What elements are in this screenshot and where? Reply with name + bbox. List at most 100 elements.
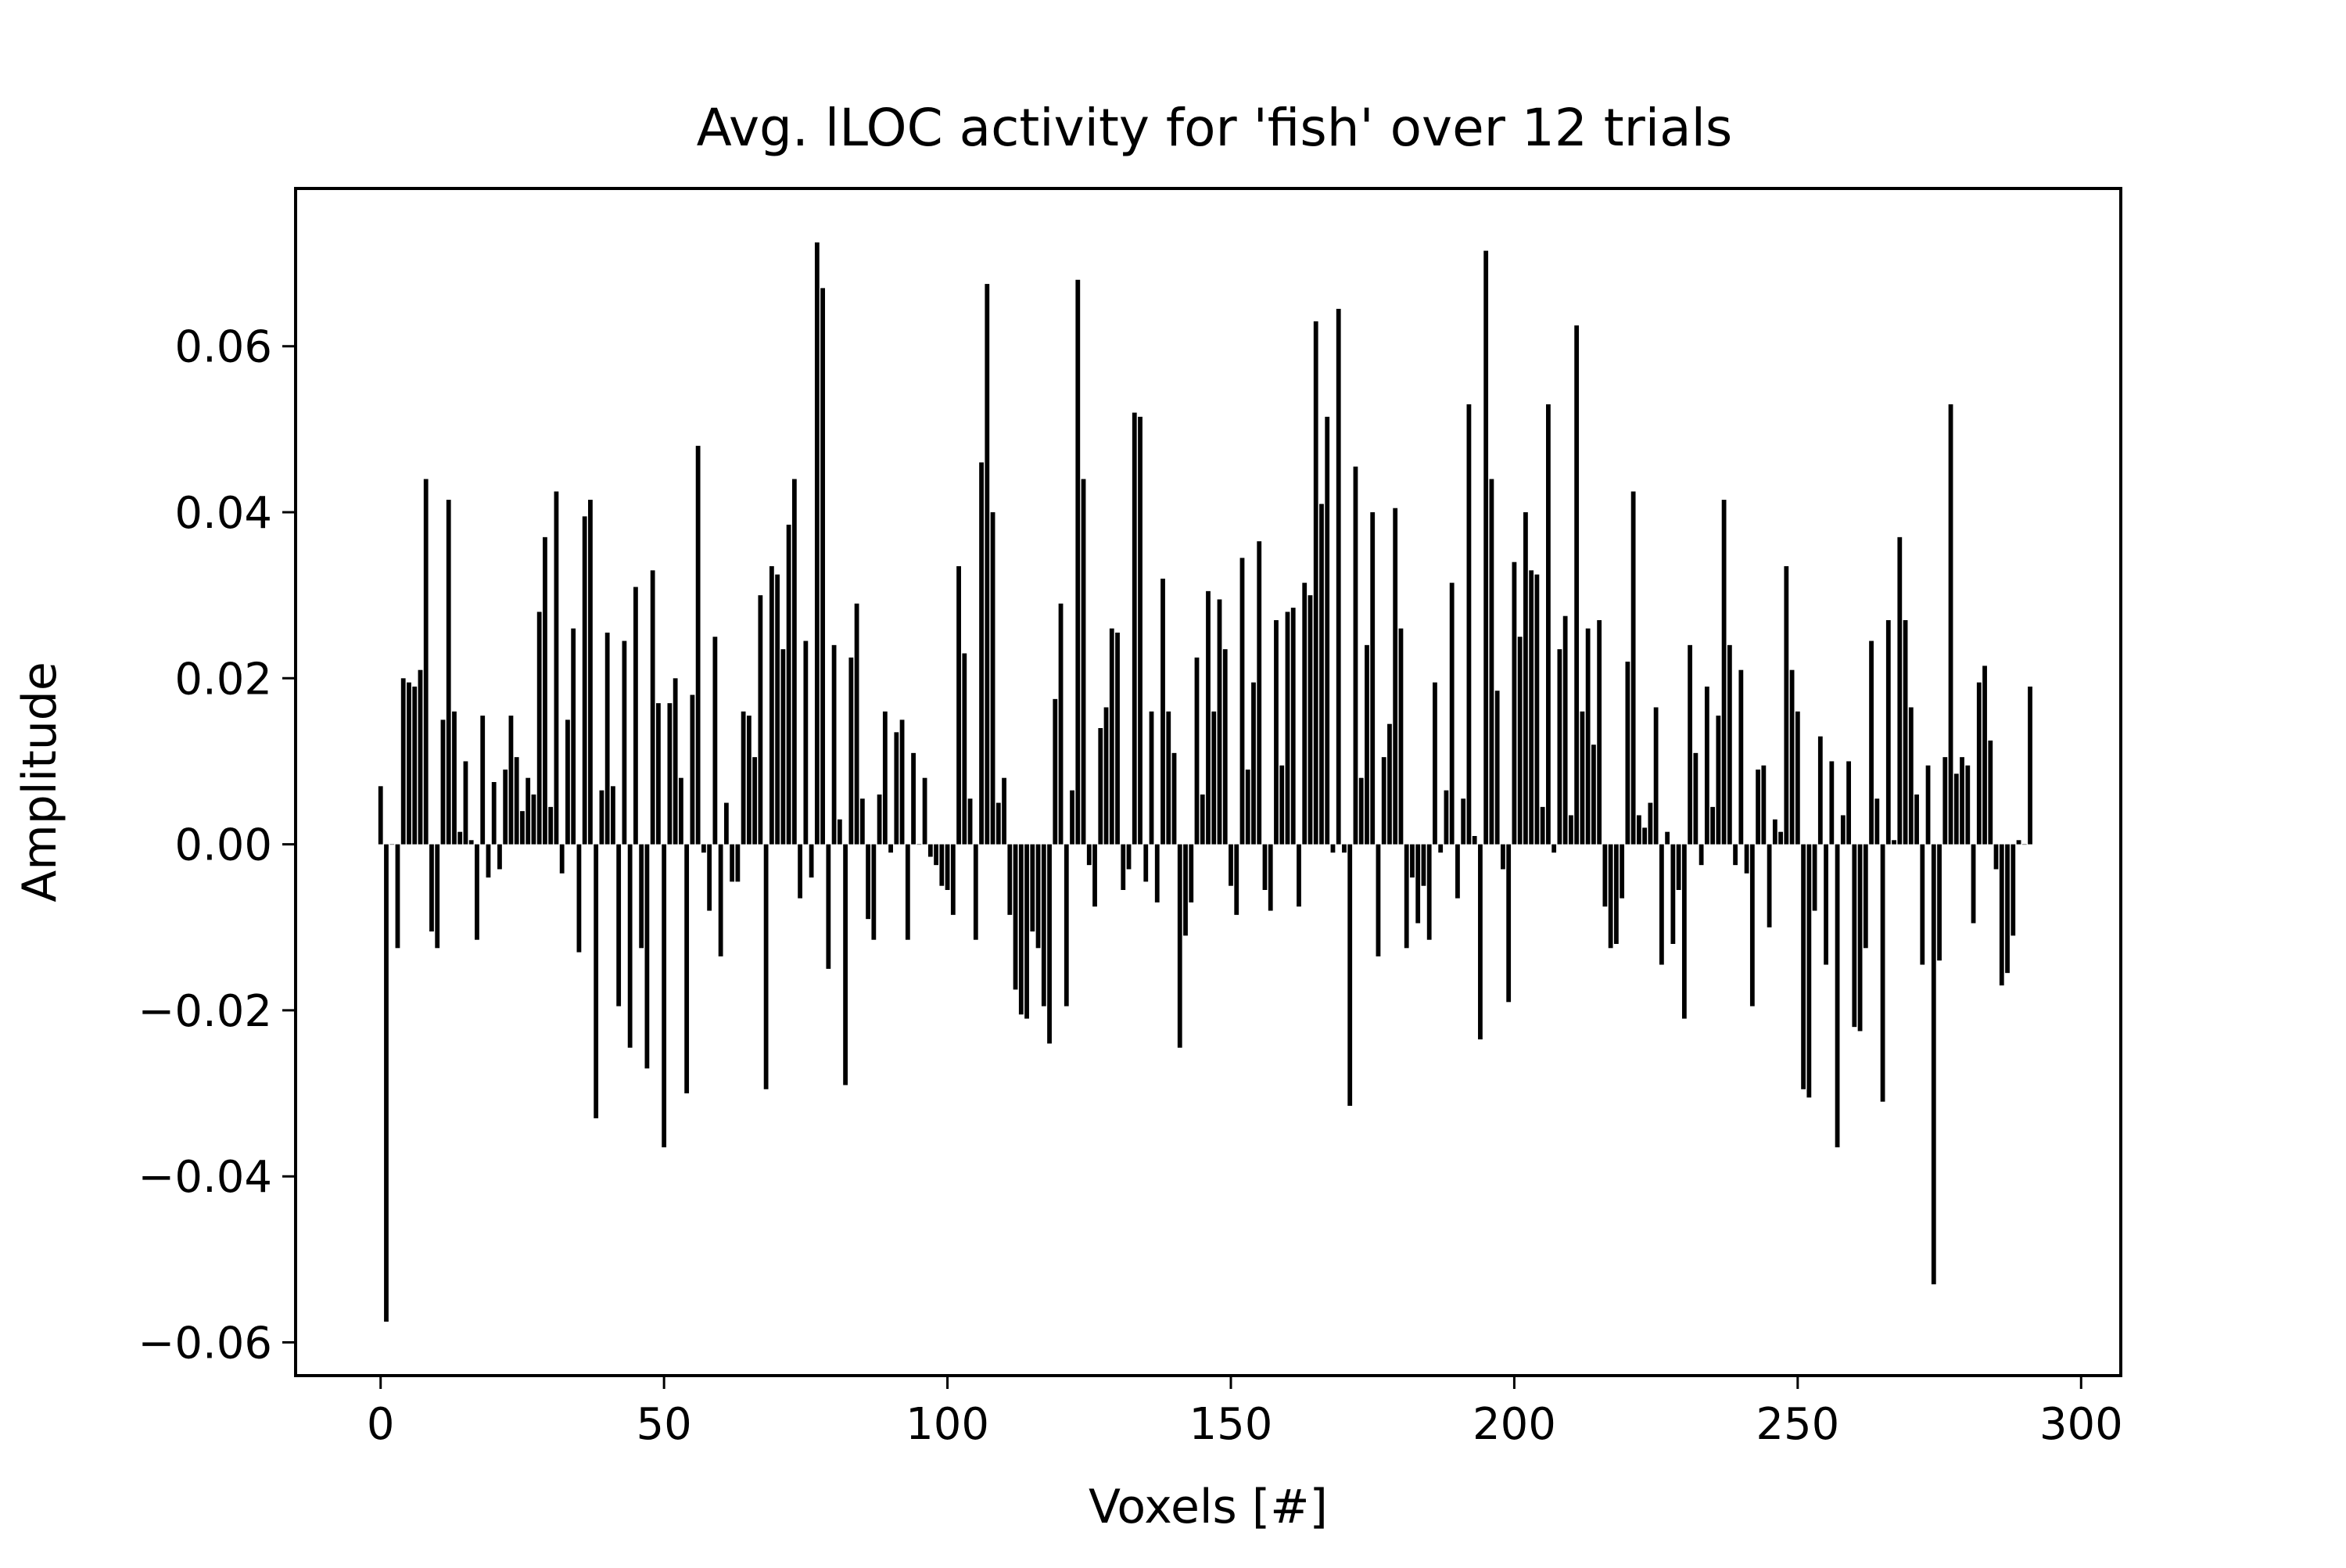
- bar-voxel-213: [1585, 628, 1591, 845]
- bar-voxel-148: [1217, 599, 1222, 845]
- bar-voxel-261: [1857, 844, 1863, 1032]
- bar-voxel-112: [1013, 844, 1018, 990]
- bar-voxel-207: [1551, 844, 1557, 853]
- bar-voxel-212: [1580, 711, 1585, 845]
- bar-voxel-110: [1002, 777, 1006, 845]
- bar-voxel-258: [1840, 815, 1846, 845]
- bar-voxel-173: [1358, 777, 1364, 845]
- bar-voxel-136: [1149, 711, 1154, 845]
- bar-voxel-36: [582, 516, 587, 845]
- bar-voxel-12: [446, 500, 451, 845]
- bar-voxel-203: [1529, 570, 1534, 845]
- bar-voxel-278: [1953, 773, 1959, 845]
- bar-voxel-216: [1602, 844, 1608, 907]
- bar-voxel-167: [1325, 416, 1330, 845]
- bar-voxel-164: [1308, 595, 1313, 845]
- bar-voxel-108: [990, 512, 995, 845]
- y-tick-label: 0.06: [174, 322, 272, 373]
- bar-voxel-76: [809, 844, 814, 878]
- bar-voxel-237: [1721, 500, 1727, 845]
- bar-voxel-32: [559, 844, 565, 874]
- bar-voxel-117: [1041, 844, 1046, 1006]
- bar-voxel-223: [1642, 827, 1648, 845]
- bar-voxel-16: [468, 840, 474, 845]
- bar-voxel-185: [1426, 844, 1432, 940]
- bar-voxel-183: [1415, 844, 1421, 924]
- bar-voxel-142: [1183, 844, 1188, 936]
- bar-voxel-201: [1517, 637, 1523, 845]
- bar-voxel-289: [2016, 840, 2021, 845]
- bar-voxel-20: [491, 782, 497, 845]
- bar-voxel-188: [1444, 790, 1449, 845]
- bar-voxel-14: [457, 831, 463, 845]
- bar-voxel-165: [1313, 321, 1318, 845]
- y-axis-label: Amplitude: [13, 662, 67, 902]
- bar-voxel-186: [1433, 682, 1437, 845]
- bar-voxel-13: [452, 711, 457, 845]
- bar-voxel-35: [576, 844, 582, 953]
- bar-voxel-124: [1081, 479, 1086, 845]
- bar-voxel-249: [1789, 669, 1795, 845]
- bar-voxel-115: [1030, 844, 1035, 932]
- bar-voxel-196: [1489, 479, 1494, 845]
- bar-voxel-264: [1874, 798, 1880, 845]
- x-axis-ticks: 0 50 100 150 200 250 300: [367, 1376, 2123, 1450]
- bar-voxel-206: [1546, 404, 1551, 845]
- bar-voxel-119: [1053, 698, 1058, 845]
- bar-voxel-253: [1812, 844, 1817, 911]
- bar-voxel-281: [1971, 844, 1976, 924]
- bar-voxel-38: [594, 844, 599, 1118]
- bar-voxel-257: [1835, 844, 1840, 1148]
- x-tick-label: 150: [1189, 1399, 1273, 1450]
- bar-voxel-170: [1342, 844, 1347, 853]
- bar-voxel-51: [667, 703, 673, 845]
- bar-voxel-125: [1086, 844, 1092, 866]
- bar-voxel-175: [1370, 512, 1376, 845]
- bar-voxel-127: [1098, 728, 1103, 845]
- bar-voxel-139: [1166, 711, 1171, 845]
- bar-voxel-192: [1466, 404, 1472, 845]
- bar-voxel-250: [1795, 711, 1800, 845]
- bar-voxel-8: [423, 479, 429, 845]
- bar-voxel-5: [407, 682, 411, 845]
- bar-voxel-272: [1920, 844, 1925, 965]
- bar-voxel-10: [435, 844, 440, 949]
- bar-voxel-135: [1143, 844, 1149, 882]
- bar-voxel-3: [395, 844, 400, 949]
- bar-voxel-99: [939, 844, 945, 886]
- bar-voxel-160: [1285, 612, 1290, 845]
- bar-voxel-116: [1035, 844, 1041, 949]
- x-tick-label: 0: [367, 1399, 395, 1450]
- bar-voxel-1: [384, 844, 389, 1322]
- bar-voxel-279: [1960, 757, 1964, 845]
- bar-voxel-55: [690, 694, 695, 845]
- bar-voxel-282: [1976, 682, 1982, 845]
- bar-voxel-286: [1999, 844, 2004, 986]
- bar-voxel-163: [1302, 583, 1308, 845]
- bar-voxel-105: [973, 844, 978, 940]
- bar-voxel-154: [1251, 682, 1256, 845]
- bar-voxel-113: [1018, 844, 1024, 1015]
- bar-voxel-86: [866, 844, 870, 920]
- bar-voxel-226: [1659, 844, 1664, 965]
- bar-voxel-63: [735, 844, 741, 882]
- bar-voxel-195: [1483, 250, 1489, 845]
- bar-voxel-270: [1908, 707, 1914, 845]
- bar-voxel-187: [1438, 844, 1444, 853]
- bar-voxel-80: [831, 644, 837, 845]
- bar-voxel-221: [1630, 491, 1636, 845]
- bar-voxel-177: [1381, 757, 1386, 845]
- bar-voxel-23: [508, 716, 514, 845]
- bar-voxel-48: [650, 570, 655, 845]
- bar-voxel-90: [888, 844, 893, 853]
- bar-voxel-224: [1648, 802, 1653, 845]
- bar-voxel-56: [695, 446, 701, 845]
- bar-voxel-190: [1455, 844, 1460, 899]
- bar-voxel-248: [1784, 566, 1789, 845]
- bar-voxel-254: [1817, 736, 1823, 845]
- bar-voxel-159: [1279, 765, 1285, 845]
- bar-voxel-102: [956, 566, 961, 845]
- bar-voxel-24: [514, 757, 519, 845]
- bar-voxel-26: [526, 777, 531, 845]
- bar-voxel-147: [1211, 711, 1217, 845]
